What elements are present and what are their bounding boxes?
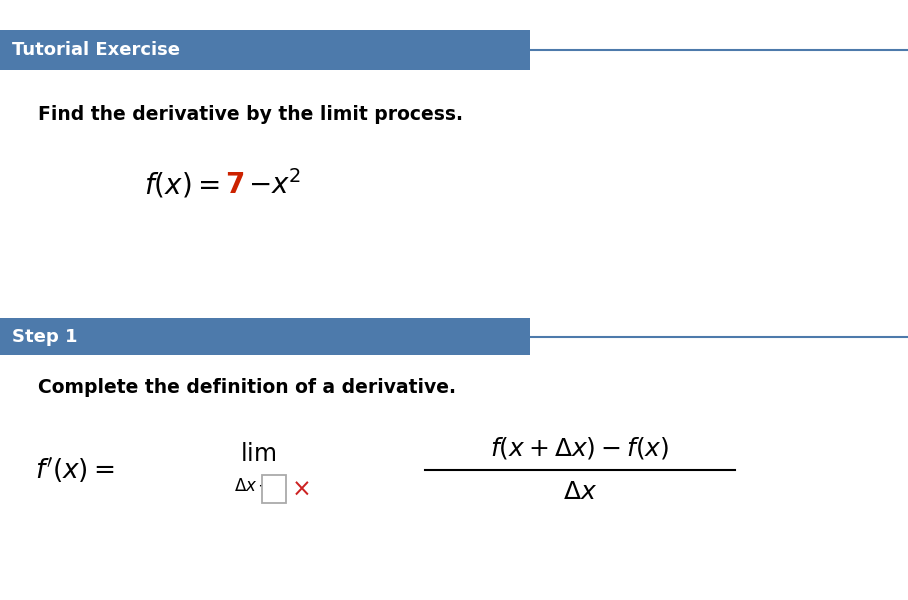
Text: Tutorial Exercise: Tutorial Exercise <box>12 41 180 59</box>
Text: $\mathrm{lim}$: $\mathrm{lim}$ <box>240 442 276 466</box>
Text: $\mathbf{7}$: $\mathbf{7}$ <box>225 171 244 199</box>
Text: $\times$: $\times$ <box>291 477 310 501</box>
Text: $\Delta x$: $\Delta x$ <box>563 480 597 504</box>
FancyBboxPatch shape <box>262 475 286 503</box>
FancyBboxPatch shape <box>0 30 530 70</box>
Text: Complete the definition of a derivative.: Complete the definition of a derivative. <box>38 378 456 397</box>
Text: $-\mathit{x}^{2}$: $-\mathit{x}^{2}$ <box>248 170 301 200</box>
Text: $f'(x)=$: $f'(x)=$ <box>35 455 114 485</box>
Text: $\Delta x\rightarrow$: $\Delta x\rightarrow$ <box>234 477 273 495</box>
Text: Find the derivative by the limit process.: Find the derivative by the limit process… <box>38 105 463 124</box>
Text: $f(x+\Delta x)-f(x)$: $f(x+\Delta x)-f(x)$ <box>490 435 670 461</box>
FancyBboxPatch shape <box>0 318 530 355</box>
Text: $\mathit{f}(\mathit{x})=$: $\mathit{f}(\mathit{x})=$ <box>144 170 220 199</box>
Text: Step 1: Step 1 <box>12 328 77 346</box>
